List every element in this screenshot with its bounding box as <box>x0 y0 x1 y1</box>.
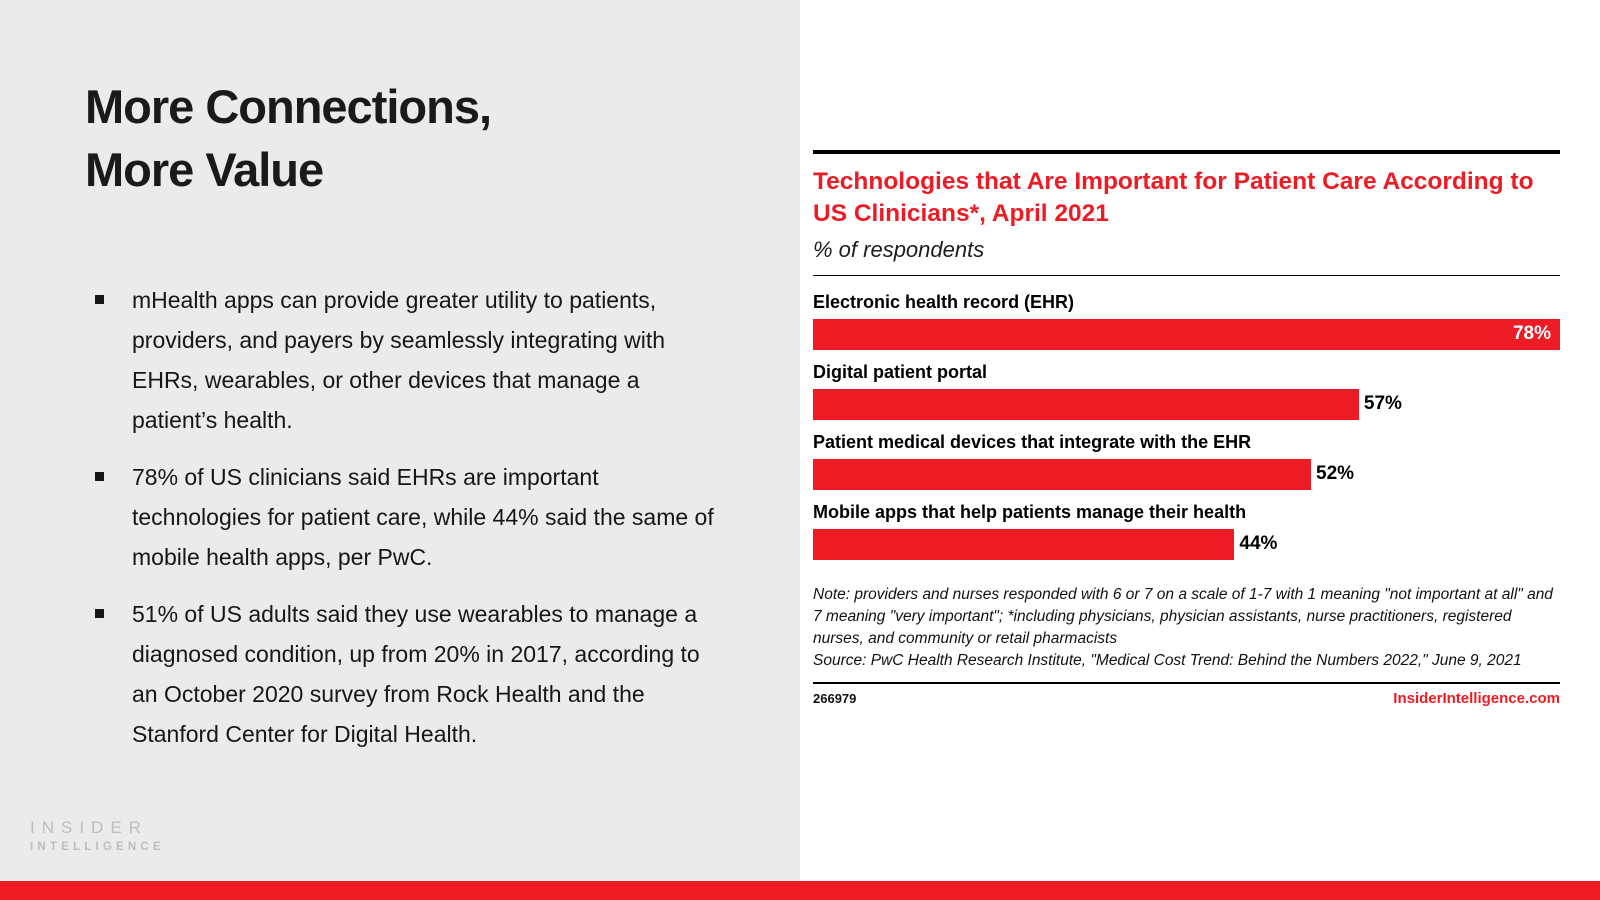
bar-category-label: Electronic health record (EHR) <box>813 291 1075 312</box>
list-item: 51% of US adults said they use wearables… <box>95 594 720 754</box>
bar-rows: Electronic health record (EHR) 78% Digital… <box>813 292 1560 560</box>
page-title-line1: More Connections, <box>85 80 492 133</box>
bar <box>813 528 1235 560</box>
chart-subtitle: % of respondents <box>813 236 985 262</box>
right-panel: Technologies that Are Important for Pati… <box>800 0 1600 881</box>
bar-row: Mobile apps that help patients manage th… <box>813 502 1560 560</box>
bullet-square-icon <box>95 472 104 482</box>
bar <box>813 388 1359 420</box>
insider-intelligence-logo: INSIDER INTELLIGENCE <box>30 818 165 853</box>
bar-value-label: 52% <box>1316 463 1355 485</box>
bottom-red-strip <box>0 881 1600 900</box>
bar-track: 57% <box>813 388 1560 420</box>
bullet-text: 51% of US adults said they use wearables… <box>132 601 700 748</box>
left-panel: More Connections, More Value mHealth app… <box>0 0 800 881</box>
chart-block: Technologies that Are Important for Pati… <box>813 150 1560 707</box>
source-text: Source: PwC Health Research Institute, "… <box>813 651 1522 669</box>
bullet-square-icon <box>95 295 104 304</box>
bar-category-label: Digital patient portal <box>813 361 988 382</box>
list-item: 78% of US clinicians said EHRs are impor… <box>95 457 720 577</box>
bar-row: Digital patient portal 57% <box>813 362 1560 420</box>
bar-value-label: 57% <box>1363 393 1402 415</box>
bar-row: Electronic health record (EHR) 78% <box>813 292 1560 350</box>
bar-value-label: 78% <box>1512 323 1551 345</box>
note-text: Note: providers and nurses responded wit… <box>813 585 1553 647</box>
chart-id: 266979 <box>813 690 857 706</box>
list-item: mHealth apps can provide greater utility… <box>95 280 720 440</box>
chart-title: Technologies that Are Important for Pati… <box>813 168 1534 228</box>
chart-bottom-rule <box>813 681 1560 684</box>
bullet-list: mHealth apps can provide greater utility… <box>95 280 720 771</box>
bar-category-label: Mobile apps that help patients manage th… <box>813 501 1247 522</box>
chart-footer: 266979 InsiderIntelligence.com <box>813 690 1560 707</box>
chart-note: Note: providers and nurses responded wit… <box>813 584 1560 672</box>
bar-track: 78% <box>813 318 1560 350</box>
bar-category-label: Patient medical devices that integrate w… <box>813 431 1252 452</box>
bar-row: Patient medical devices that integrate w… <box>813 432 1560 490</box>
bar: 78% <box>813 318 1560 350</box>
bullet-square-icon <box>95 609 104 619</box>
page-title: More Connections, More Value <box>85 76 492 201</box>
page-title-line2: More Value <box>85 142 324 196</box>
chart-subtitle-rule <box>813 274 1560 276</box>
bar-track: 52% <box>813 458 1560 490</box>
logo-line2: INTELLIGENCE <box>30 841 165 853</box>
bar <box>813 458 1311 490</box>
chart-top-rule <box>813 150 1560 154</box>
bullet-text: 78% of US clinicians said EHRs are impor… <box>132 464 714 571</box>
bar-value-label: 44% <box>1239 533 1278 555</box>
logo-line1: INSIDER <box>30 818 148 837</box>
bar-track: 44% <box>813 528 1560 560</box>
bullet-text: mHealth apps can provide greater utility… <box>132 287 666 434</box>
insider-intelligence-link[interactable]: InsiderIntelligence.com <box>1393 689 1560 707</box>
